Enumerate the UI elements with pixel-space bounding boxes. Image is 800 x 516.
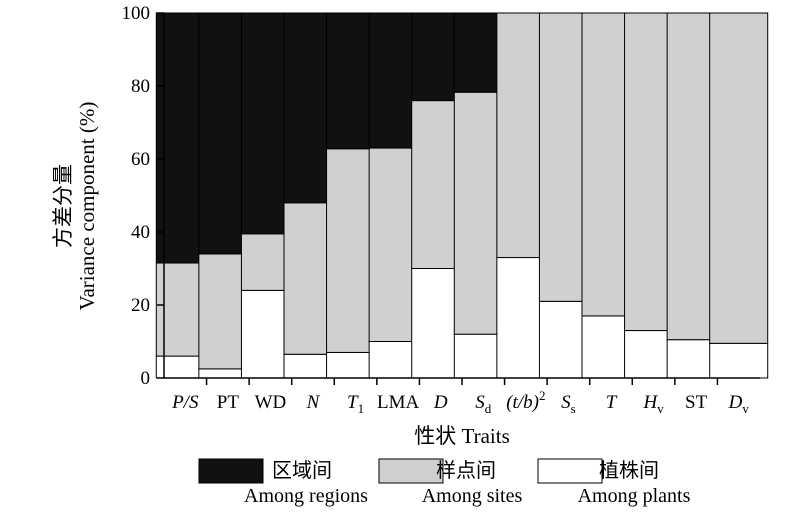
y-tick-label: 100 — [122, 3, 151, 24]
x-tick-label: PT — [217, 392, 240, 413]
x-tick-label: T1 — [347, 392, 364, 416]
legend-label-zh: 植株间 — [599, 459, 659, 482]
y-tick-label: 40 — [131, 222, 150, 243]
legend-swatch — [378, 458, 444, 484]
x-tick-label: T — [606, 392, 618, 413]
x-tick-label: N — [306, 392, 321, 413]
bar-segment — [709, 12, 769, 344]
legend-swatch — [198, 458, 264, 484]
y-tick-label: 80 — [131, 76, 150, 97]
x-tick-label: D — [433, 392, 448, 413]
bars-group — [155, 12, 769, 379]
legend-label: Among regions — [244, 485, 368, 507]
y-axis-title-zh: 方差分量 — [51, 164, 75, 248]
x-axis-title: 性状 Traits — [414, 424, 510, 448]
x-tick-label: LMA — [377, 392, 420, 413]
x-tick-label: Ss — [561, 392, 576, 416]
x-tick-label: ST — [685, 392, 708, 413]
x-tick-label: WD — [255, 392, 287, 413]
legend-label: Among sites — [422, 485, 523, 507]
x-tick-label: P/S — [171, 392, 199, 413]
legend-label: Among plants — [578, 485, 691, 507]
x-tick-label: (t/b)2 — [506, 388, 545, 413]
bar-segment — [709, 342, 769, 379]
legend-label-zh: 样点间 — [436, 459, 496, 482]
y-tick-label: 20 — [131, 295, 150, 316]
legend: 区域间 Among regions 样点间 Among sites 植株间 Among p… — [198, 458, 691, 507]
y-tick-label: 0 — [141, 368, 151, 389]
x-tick-label: Sd — [475, 392, 492, 416]
x-tick-label: Hv — [642, 392, 664, 416]
y-axis-title: Variance component (%) — [75, 102, 99, 311]
legend-label-zh: 区域间 — [272, 459, 332, 482]
x-tick-label: Dv — [728, 392, 750, 416]
legend-swatch — [537, 458, 603, 484]
y-tick-label: 60 — [131, 149, 150, 170]
